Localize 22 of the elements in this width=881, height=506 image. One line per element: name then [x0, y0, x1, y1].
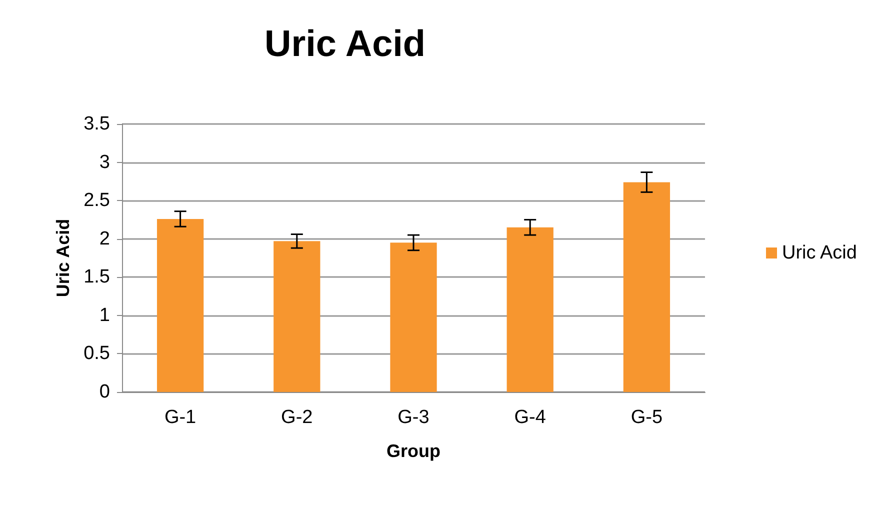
- bar: [156, 218, 204, 392]
- chart-title: Uric Acid: [264, 23, 426, 64]
- y-tick-label: 2.5: [84, 190, 110, 212]
- x-tick-label: G-5: [630, 407, 663, 428]
- y-tick-label: 2: [99, 228, 110, 250]
- bar: [506, 227, 554, 392]
- y-tick-label: 1.5: [84, 266, 110, 288]
- x-tick-label: G-4: [514, 407, 546, 428]
- bar: [623, 182, 670, 392]
- bar: [274, 241, 320, 392]
- y-tick-label: 3.5: [84, 114, 110, 134]
- y-tick-label: 1: [99, 304, 110, 326]
- legend-label: Uric Acid: [782, 242, 857, 264]
- x-tick-label: G-2: [281, 407, 313, 428]
- y-tick-label: 0.5: [84, 343, 110, 364]
- x-tick-label: G-1: [164, 407, 196, 428]
- y-axis-title: Uric Acid: [53, 218, 73, 298]
- y-tick-label: 3: [99, 152, 110, 173]
- x-axis-title: Group: [386, 441, 440, 461]
- x-tick-label: G-3: [398, 407, 430, 428]
- y-tick-label: 0: [99, 382, 110, 402]
- bar: [390, 242, 437, 392]
